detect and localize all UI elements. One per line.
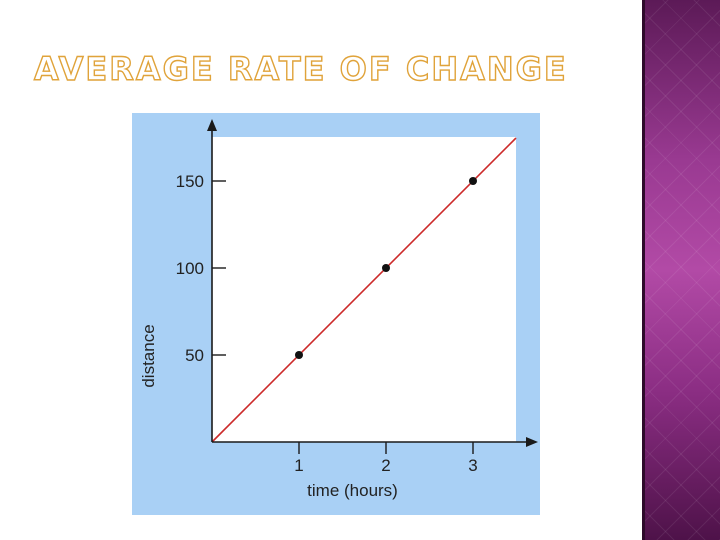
y-tick-label: 50	[185, 346, 204, 365]
trend-line	[211, 137, 517, 443]
y-axis-arrow	[207, 119, 217, 131]
decorative-side-panel	[642, 0, 720, 540]
y-tick-label: 100	[176, 259, 204, 278]
data-point	[382, 264, 390, 272]
y-axis-label: distance	[139, 324, 158, 387]
chart-frame: 1 2 3 50 100 150 time (hours) distance	[132, 113, 540, 515]
x-axis-arrow	[526, 437, 538, 447]
distance-time-chart: 1 2 3 50 100 150 time (hours) distance	[139, 119, 538, 500]
y-tick-label: 150	[176, 172, 204, 191]
x-tick-label: 3	[468, 456, 477, 475]
x-tick-label: 1	[294, 456, 303, 475]
x-tick-label: 2	[381, 456, 390, 475]
slide-title: AVERAGE RATE OF CHANGE	[33, 49, 568, 88]
data-point	[469, 177, 477, 185]
data-point	[295, 351, 303, 359]
x-axis-label: time (hours)	[307, 481, 398, 500]
